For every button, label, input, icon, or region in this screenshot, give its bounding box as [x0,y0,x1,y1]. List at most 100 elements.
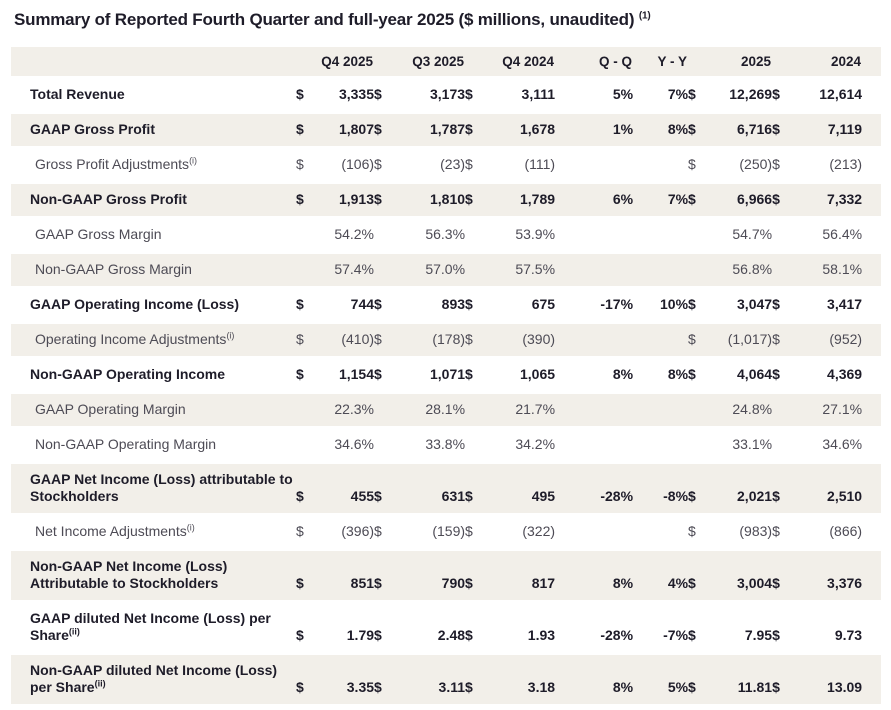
value-fy-2025: (983) [713,514,773,551]
table-row: Non-GAAP Net Income (Loss) Attributable … [11,549,882,603]
row-right-spacer [862,427,882,464]
value-q4-2025: 1.79 [316,601,375,655]
currency-symbol: $ [296,575,304,591]
currency-symbol: $ [772,366,780,382]
value-y-y [633,217,689,254]
value-q3-2025: 1,810 [409,182,466,219]
header-label-spacer [11,47,296,79]
currency-symbol: $ [688,156,696,172]
currency-symbol: $ [465,488,473,504]
row-right-spacer [862,392,882,429]
currency-symbol: $ [296,191,304,207]
value-q4-2024: 817 [498,549,556,603]
row-right-spacer [862,287,882,324]
table-row: GAAP diluted Net Income (Loss) per Share… [11,601,882,655]
currency-symbol: $ [465,366,473,382]
value-q4-2024: 21.7% [498,392,556,429]
value-fy-2024: 12,614 [805,77,863,114]
currency-cell [296,392,316,429]
row-label: Non-GAAP Net Income (Loss) Attributable … [11,549,296,603]
currency-symbol: $ [374,86,382,102]
row-label-text: Net Income Adjustments [35,523,187,539]
currency-cell [465,252,499,289]
currency-cell [374,252,410,289]
currency-symbol: $ [465,331,473,347]
currency-cell: $ [688,287,714,324]
value-q4-2024: 1.93 [498,601,556,655]
currency-cell: $ [772,549,806,603]
currency-symbol: $ [688,575,696,591]
currency-cell [772,392,806,429]
table-row: Non-GAAP Operating Margin 34.6% 33.8% 34.2%… [11,427,882,464]
currency-cell: $ [374,287,410,324]
currency-cell: $ [296,514,316,551]
currency-symbol: $ [688,191,696,207]
currency-symbol: $ [296,523,304,539]
row-right-spacer [862,182,882,219]
value-q4-2024: 1,678 [498,112,556,149]
row-label-text: Non-GAAP Net Income (Loss) Attributable … [30,558,228,591]
currency-symbol: $ [296,488,304,504]
currency-cell: $ [296,322,316,359]
currency-cell: $ [465,322,499,359]
row-label: GAAP Operating Income (Loss) [11,287,296,324]
currency-symbol: $ [688,523,696,539]
currency-cell: $ [465,77,499,114]
value-y-y: 7% [633,77,689,114]
value-fy-2025: 33.1% [713,427,773,464]
currency-symbol: $ [688,121,696,137]
currency-cell [374,427,410,464]
currency-cell: $ [296,357,316,394]
currency-cell: $ [465,601,499,655]
row-label-text: Gross Profit Adjustments [35,156,190,172]
row-right-spacer [862,601,882,655]
currency-cell [296,427,316,464]
page-title-text: Summary of Reported Fourth Quarter and f… [14,10,635,29]
currency-symbol: $ [465,121,473,137]
value-q-q [555,427,634,464]
value-q-q [555,217,634,254]
currency-cell: $ [465,653,499,707]
value-fy-2024: 3,417 [805,287,863,324]
value-q4-2024: 1,065 [498,357,556,394]
currency-cell: $ [374,653,410,707]
value-fy-2024: 7,119 [805,112,863,149]
value-fy-2024: 58.1% [805,252,863,289]
value-fy-2025: 6,966 [713,182,773,219]
row-label: Non-GAAP Operating Income [11,357,296,394]
value-q4-2024: 53.9% [498,217,556,254]
value-q-q [555,392,634,429]
value-q4-2025: 3.35 [316,653,375,707]
currency-symbol: $ [374,191,382,207]
currency-symbol: $ [296,627,304,643]
currency-symbol: $ [465,156,473,172]
value-q4-2024: 675 [498,287,556,324]
value-y-y [633,427,689,464]
row-label: Non-GAAP diluted Net Income (Loss) per S… [11,653,296,707]
currency-cell: $ [772,112,806,149]
row-label-text: Non-GAAP diluted Net Income (Loss) per S… [30,662,278,695]
currency-cell [772,217,806,254]
header-right-spacer [862,47,882,79]
value-q-q [555,147,634,184]
currency-cell: $ [296,549,316,603]
row-label-text: Non-GAAP Gross Profit [30,191,187,207]
value-q4-2025: (410) [316,322,375,359]
value-q4-2025: 851 [316,549,375,603]
title-footnote-ref: (1) [638,10,651,22]
currency-symbol: $ [374,523,382,539]
value-fy-2025: 2,021 [713,462,773,516]
currency-cell: $ [465,182,499,219]
value-q4-2025: 34.6% [316,427,375,464]
currency-symbol: $ [688,679,696,695]
table-row: GAAP Operating Margin 22.3% 28.1% 21.7% 24.8… [11,392,882,429]
row-label: Non-GAAP Gross Profit [11,182,296,219]
column-header-q4-2024: Q4 2024 [465,47,556,79]
value-q3-2025: (178) [409,322,466,359]
currency-symbol: $ [465,523,473,539]
row-label: GAAP Operating Margin [11,392,296,429]
currency-symbol: $ [688,296,696,312]
column-header-y-y: Y - Y [633,47,689,79]
currency-symbol: $ [688,86,696,102]
currency-symbol: $ [465,296,473,312]
